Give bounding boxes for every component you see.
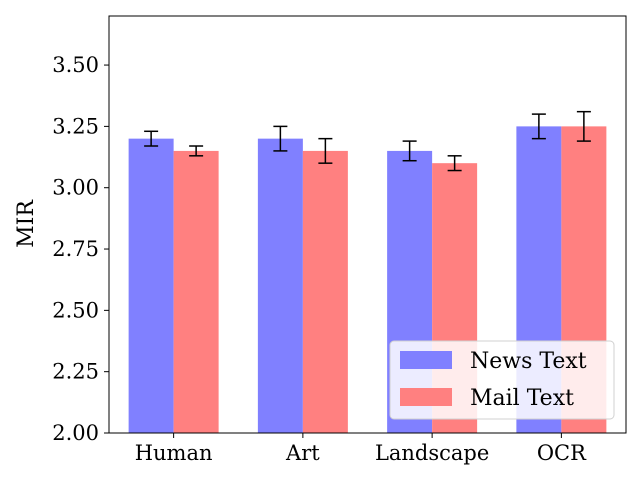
x-tick-label-human: Human	[135, 441, 213, 465]
y-tick-label: 2.50	[52, 298, 99, 322]
error-bar-news-text-ocr	[531, 113, 546, 140]
x-tick-label-landscape: Landscape	[375, 441, 489, 465]
y-axis-label: MIR	[14, 199, 39, 248]
y-axis: 2.00 2.25 2.50 2.75 3.00 3.25 3.50	[52, 53, 109, 445]
error-bars-group	[144, 110, 591, 172]
legend-label-news-text: News Text	[470, 349, 587, 374]
error-bar-news-text-human	[144, 130, 159, 147]
y-tick-label: 3.25	[52, 114, 99, 138]
y-tick-label: 3.00	[52, 176, 99, 200]
bar-mail-text-human	[173, 150, 219, 434]
legend: News Text Mail Text	[389, 340, 615, 420]
error-bar-mail-text-art	[318, 137, 333, 164]
error-bar-mail-text-landscape	[447, 155, 462, 172]
y-tick-label: 2.00	[52, 421, 99, 445]
error-bar-news-text-art	[273, 125, 288, 152]
x-axis: Human Art Landscape OCR	[135, 433, 587, 465]
x-tick-label-art: Art	[285, 441, 320, 465]
y-tick-label: 2.25	[52, 360, 99, 384]
error-bar-news-text-landscape	[402, 140, 417, 162]
y-tick-label: 3.50	[52, 53, 99, 77]
x-tick-label-ocr: OCR	[537, 441, 587, 465]
legend-label-mail-text: Mail Text	[470, 386, 574, 411]
error-bar-mail-text-human	[189, 145, 204, 157]
y-tick-label: 2.75	[52, 237, 99, 261]
bar-news-text-human	[128, 138, 174, 433]
bar-news-text-art	[257, 138, 303, 433]
error-bar-mail-text-ocr	[576, 110, 591, 142]
plot-frame	[108, 15, 627, 434]
legend-swatch-mail-text	[400, 388, 452, 406]
bar-mail-text-art	[302, 150, 348, 434]
legend-swatch-news-text	[400, 351, 452, 369]
